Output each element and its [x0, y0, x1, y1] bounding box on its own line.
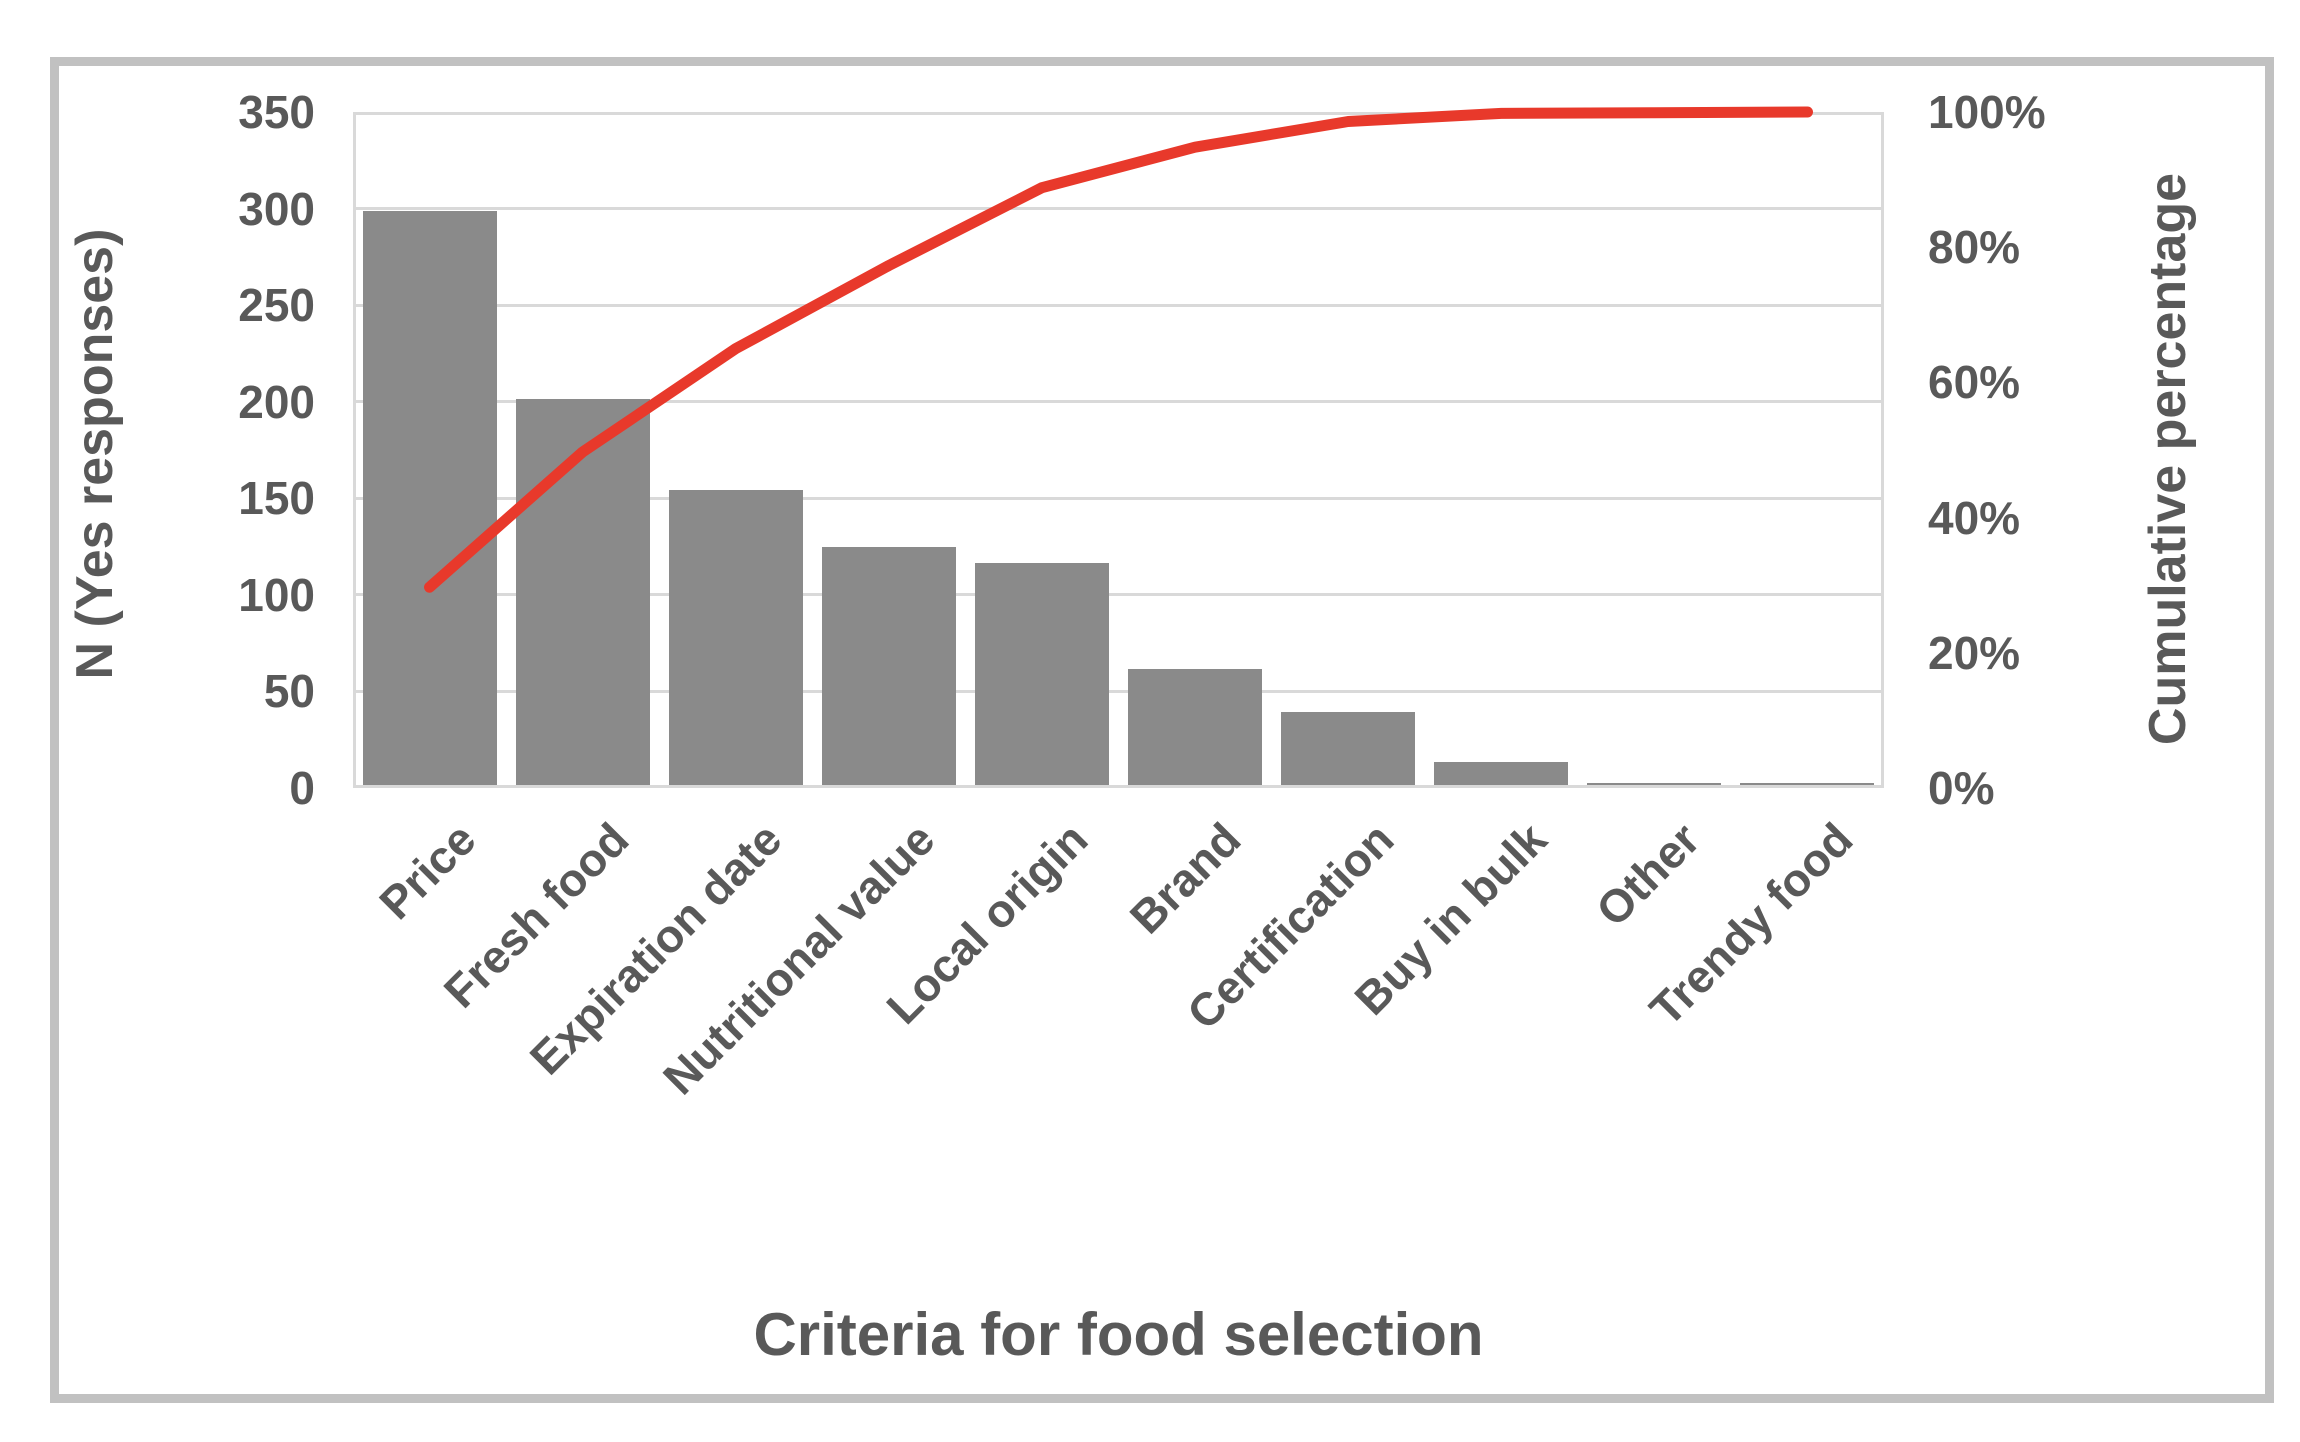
left-axis-tick-350: 350: [238, 86, 315, 138]
cumulative-line: [424, 106, 1813, 593]
right-axis-tick-80%: 80%: [1928, 221, 2021, 274]
bar-expiration-date: [668, 489, 803, 785]
left-axis-tick-150: 150: [238, 472, 315, 525]
right-axis-tick-20%: 20%: [1928, 626, 2021, 679]
gridline: [356, 593, 1881, 597]
bar-local-origin: [974, 562, 1109, 785]
plot-area: [353, 112, 1884, 788]
gridline: [356, 496, 1881, 500]
right-axis-title: Cumulative percentage: [2139, 172, 2197, 746]
left-axis-tick-250: 250: [238, 279, 315, 332]
bar-certification: [1281, 711, 1416, 785]
left-axis-tick-50: 50: [263, 665, 315, 718]
cumulative-percentage-polyline: [424, 106, 1813, 593]
x-axis-title: Criteria for food selection: [753, 1301, 1484, 1368]
left-axis-tick-200: 200: [238, 375, 315, 428]
gridline: [356, 400, 1881, 404]
left-axis-tick-100: 100: [238, 568, 315, 621]
bar-price: [362, 211, 497, 785]
right-axis-tick-60%: 60%: [1928, 356, 2021, 409]
bar-nutritional-value: [821, 547, 956, 785]
bar-other: [1587, 783, 1722, 785]
bar-trendy-food: [1740, 783, 1875, 785]
gridline: [356, 207, 1881, 211]
right-axis-tick-100%: 100%: [1928, 86, 2046, 138]
left-axis-title: N (Yes responses): [66, 228, 124, 680]
bar-buy-in-bulk: [1434, 761, 1569, 785]
gridline: [356, 303, 1881, 307]
left-axis-tick-300: 300: [238, 182, 315, 235]
right-axis-tick-0%: 0%: [1928, 762, 1995, 814]
bar-brand: [1128, 669, 1263, 785]
bar-fresh-food: [515, 398, 650, 785]
right-axis-tick-40%: 40%: [1928, 491, 2021, 544]
left-axis-tick-0: 0: [289, 762, 315, 814]
gridline: [356, 689, 1881, 693]
